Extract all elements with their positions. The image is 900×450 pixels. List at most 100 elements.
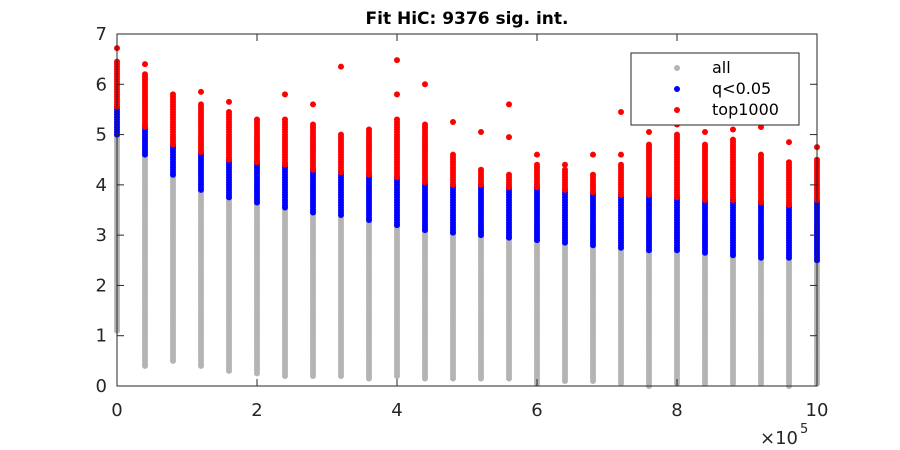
point-column-top [674,121,680,201]
legend-marker [674,65,680,71]
point-column-top [170,91,176,148]
distance-bin [590,151,596,384]
data-points [114,45,820,389]
x-multiplier-base: ×10 [760,428,798,449]
data-point-top [450,151,456,158]
y-tick-label: 0 [96,376,107,397]
legend-label: top1000 [712,100,779,119]
point-column-top [338,63,344,176]
x-axis: 0 2 4 6 8 10 [111,34,828,421]
data-point-top [282,116,288,123]
point-column-all [702,249,708,387]
distance-bin [478,129,484,382]
distance-bin [506,101,512,382]
point-column-all [562,239,568,384]
point-column-q [646,191,652,254]
point-column-all [786,254,792,389]
point-column-all [338,212,344,379]
y-tick-label: 5 [96,125,107,146]
distance-bin [170,91,176,364]
x-tick-label: 4 [391,400,402,421]
point-column-all [226,194,232,374]
point-column-q [534,184,540,244]
data-point-top-outlier [758,124,764,131]
point-column-all [310,209,316,379]
plot-area-frame [116,33,818,387]
point-column-top [366,126,372,178]
point-column-all [730,252,736,387]
y-tick-label: 4 [96,175,107,196]
distance-bin [366,126,372,382]
point-column-top [702,129,708,203]
point-column-all [674,247,680,387]
data-point-top-outlier [506,101,512,108]
point-column-all [394,222,400,379]
point-column-all [366,217,372,382]
distance-bin [786,139,792,389]
data-point-top-outlier [646,129,652,136]
point-column-q [674,194,680,254]
distance-bin [758,124,764,387]
x-multiplier: ×10 5 [760,422,808,449]
point-column-q [310,166,316,216]
data-point-top [702,141,708,148]
point-column-q [618,191,624,251]
point-column-all [422,227,428,382]
point-column-all [142,151,148,369]
data-point-top-outlier [730,126,736,133]
data-point-top [198,101,204,108]
distance-bin [702,129,708,387]
distance-bin [450,119,456,382]
data-point-top-outlier [282,91,288,98]
point-column-q [198,149,204,193]
y-tick-label: 6 [96,74,107,95]
point-column-q [170,141,176,178]
data-point-top-outlier [562,161,568,168]
distance-bin [198,88,204,369]
point-column-q [366,171,372,224]
data-point-top-outlier [534,151,540,158]
chart-title: Fit HiC: 9376 sig. int. [366,9,569,29]
data-point-top [310,121,316,128]
data-point-top [786,159,792,166]
point-column-all [254,199,260,377]
point-column-top [142,61,148,131]
data-point-top [422,121,428,128]
point-column-all [590,242,596,384]
point-column-q [730,196,736,259]
point-column-q [702,196,708,256]
distance-bin [646,129,652,389]
data-point-top [730,136,736,143]
data-point-top [394,116,400,123]
point-column-all [478,232,484,382]
distance-bin [142,61,148,369]
data-point-top [534,161,540,168]
point-column-all [758,254,764,387]
data-point-top [646,141,652,148]
distance-bin [534,151,540,387]
data-point-top [170,91,176,98]
data-point-top-outlier [590,151,596,158]
data-point-top-outlier [618,108,624,115]
data-point-top [674,131,680,138]
data-point-top [618,161,624,168]
data-point-top-outlier [198,88,204,95]
data-point-top [590,171,596,178]
data-point-top-outlier [478,129,484,136]
point-column-top [422,81,428,186]
point-column-top [478,129,484,188]
point-column-q [394,174,400,229]
x-tick-label: 0 [111,400,122,421]
point-column-top [562,161,568,193]
point-column-q [590,189,596,249]
data-point-top-outlier [702,129,708,136]
point-column-all [170,171,176,364]
y-axis: 0 1 2 3 4 5 6 7 [96,24,817,397]
data-point-top-outlier [394,91,400,98]
point-column-top [506,101,512,191]
point-column-top [786,139,792,208]
distance-bin [254,116,260,377]
point-column-top [198,88,204,156]
point-column-q [422,179,428,234]
